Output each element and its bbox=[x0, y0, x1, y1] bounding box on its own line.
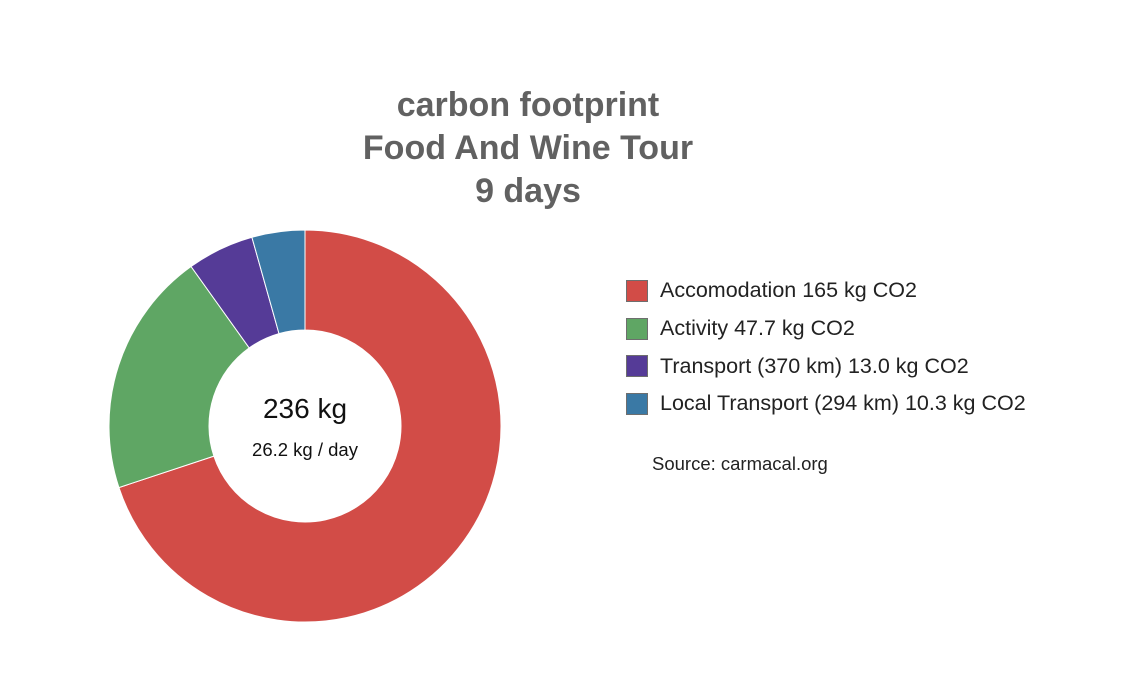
source-note: Source: carmacal.org bbox=[652, 453, 828, 474]
legend-label: Accomodation 165 kg CO2 bbox=[660, 278, 917, 303]
donut-slice-1 bbox=[108, 265, 250, 489]
legend-label: Transport (370 km) 13.0 kg CO2 bbox=[660, 353, 969, 378]
legend-item-activity: Activity 47.7 kg CO2 bbox=[626, 310, 1026, 348]
donut-chart: 236 kg 26.2 kg / day bbox=[108, 229, 502, 623]
legend-item-transport: Transport (370 km) 13.0 kg CO2 bbox=[626, 347, 1026, 385]
legend-swatch bbox=[626, 317, 648, 340]
donut-slices bbox=[108, 229, 502, 623]
legend-label: Local Transport (294 km) 10.3 kg CO2 bbox=[660, 391, 1026, 416]
donut-slice-0 bbox=[118, 229, 502, 623]
title-line-3: 9 days bbox=[475, 172, 581, 210]
legend-swatch bbox=[626, 392, 648, 415]
center-per-day-label: 26.2 kg / day bbox=[252, 439, 359, 460]
legend-label: Activity 47.7 kg CO2 bbox=[660, 316, 855, 341]
legend-item-accomodation: Accomodation 165 kg CO2 bbox=[626, 272, 1026, 310]
chart-title: carbon footprint Food And Wine Tour 9 da… bbox=[0, 84, 1056, 213]
title-line-2: Food And Wine Tour bbox=[362, 129, 694, 167]
legend-swatch bbox=[626, 355, 648, 378]
legend: Accomodation 165 kg CO2 Activity 47.7 kg… bbox=[626, 272, 1026, 423]
legend-item-local-transport: Local Transport (294 km) 10.3 kg CO2 bbox=[626, 385, 1026, 423]
legend-swatch bbox=[626, 279, 648, 302]
center-total-label: 236 kg bbox=[263, 393, 347, 424]
donut-slice-3 bbox=[251, 229, 306, 335]
title-line-1: carbon footprint bbox=[396, 86, 660, 124]
